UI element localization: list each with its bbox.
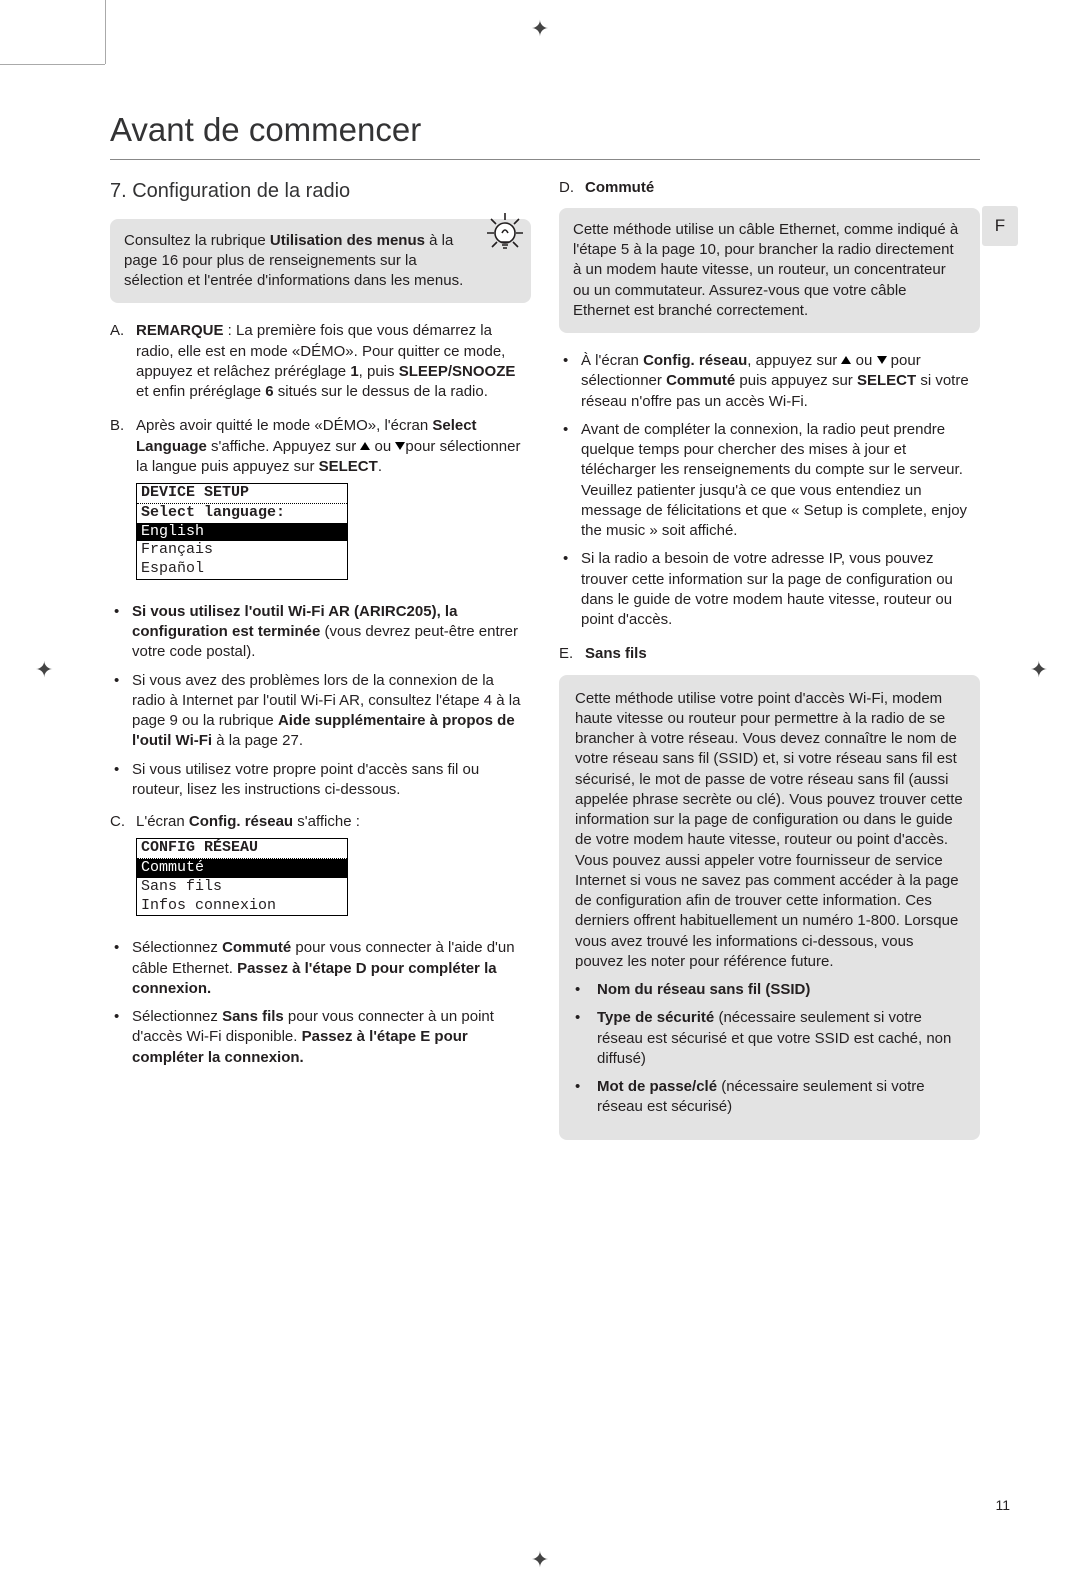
right-column: D. Commuté Cette méthode utilise un câbl… <box>559 178 980 1158</box>
section-heading: 7. Configuration de la radio <box>110 178 531 205</box>
step-a: A. REMARQUE : La première fois que vous … <box>110 321 531 402</box>
down-arrow-icon <box>877 356 887 364</box>
up-arrow-icon <box>360 442 370 450</box>
lcd-select-language: DEVICE SETUP Select language: English Fr… <box>136 483 348 580</box>
registration-mark-icon: ✦ <box>1030 655 1048 685</box>
down-arrow-icon <box>395 442 405 450</box>
step-b: B. Après avoir quitté le mode «DÉMO», l'… <box>110 416 531 588</box>
registration-mark-icon: ✦ <box>35 655 53 685</box>
up-arrow-icon <box>841 356 851 364</box>
step-d-heading: D. Commuté <box>559 178 980 198</box>
info-box-commute: Cette méthode utilise un câble Ethernet,… <box>559 208 980 333</box>
crop-mark <box>105 0 106 64</box>
step-b-bullets: •Si vous utilisez l'outil Wi-Fi AR (ARIR… <box>110 602 531 800</box>
step-e-heading: E. Sans fils <box>559 644 980 664</box>
step-c: C. L'écran Config. réseau s'affiche : CO… <box>110 812 531 924</box>
left-column: 7. Configuration de la radio Consultez l… <box>110 178 531 1158</box>
info-box-sansfils: Cette méthode utilise votre point d'accè… <box>559 675 980 1140</box>
lcd-config-reseau: CONFIG RÉSEAU Commuté Sans fils Infos co… <box>136 838 348 916</box>
registration-mark-icon: ✦ <box>531 1545 549 1575</box>
language-tab: F <box>982 206 1018 246</box>
crop-mark <box>0 64 105 65</box>
info-box-menus: Consultez la rubrique Utilisation des me… <box>110 219 531 304</box>
step-d-bullets: • À l'écran Config. réseau, appuyez sur … <box>559 351 980 630</box>
registration-mark-icon: ✦ <box>531 14 549 44</box>
page-content: Avant de commencer 7. Configuration de l… <box>110 108 980 1158</box>
lightbulb-icon <box>477 203 533 259</box>
page-number: 11 <box>995 1496 1010 1515</box>
step-c-bullets: •Sélectionnez Commuté pour vous connecte… <box>110 938 531 1068</box>
page-title: Avant de commencer <box>110 108 980 160</box>
